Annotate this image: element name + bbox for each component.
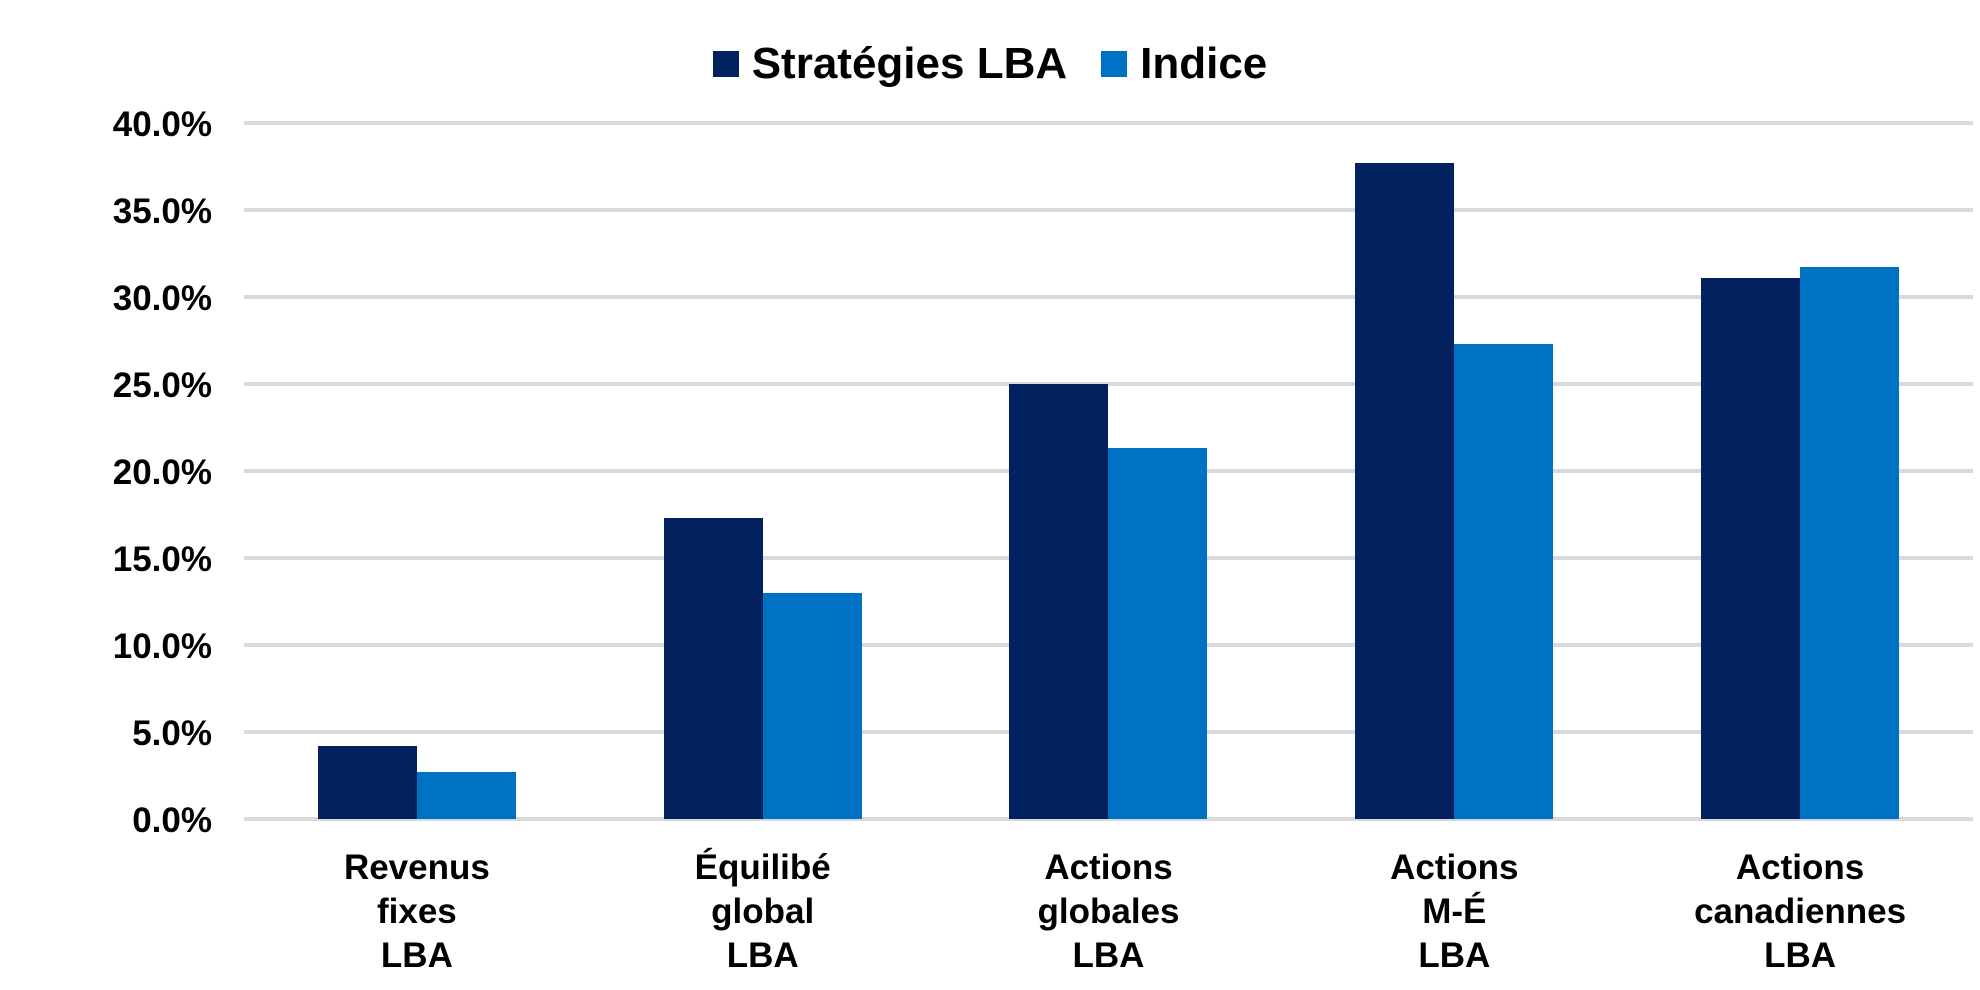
gridline	[244, 208, 1973, 212]
legend-label: Indice	[1140, 39, 1268, 88]
legend-swatch-icon	[1101, 51, 1128, 77]
gridline	[244, 121, 1973, 125]
bar-strategies-lba-equilibe-global-lba	[663, 518, 763, 819]
x-axis-category-label: Actions M-É LBA	[1390, 848, 1519, 975]
bar-strategies-lba-revenus-fixes-lba	[317, 746, 417, 819]
bar-indice-equilibe-global-lba	[762, 593, 862, 819]
legend-item-strategies-lba: Stratégies LBA	[712, 39, 1068, 88]
x-axis: Revenus fixes LBA Équilibé global LBA Acti…	[244, 846, 1973, 978]
y-axis-tick-label: 20.0%	[112, 453, 212, 492]
bar-group-revenus-fixes-lba	[244, 123, 590, 819]
bar-group-equilibe-global-lba	[590, 123, 936, 819]
gridline	[244, 382, 1973, 386]
legend-swatch-icon	[712, 51, 739, 77]
y-axis-tick-label: 25.0%	[112, 366, 212, 405]
bar-group-actions-globales-lba	[936, 123, 1282, 819]
bar-strategies-lba-actions-globales-lba	[1009, 384, 1109, 819]
bar-group-actions-m-e-lba	[1281, 123, 1627, 819]
chart-legend: Stratégies LBA Indice	[0, 42, 1980, 86]
legend-item-indice: Indice	[1101, 42, 1267, 86]
bar-indice-revenus-fixes-lba	[416, 772, 516, 819]
y-axis-tick-label: 40.0%	[112, 105, 212, 144]
y-axis-tick-label: 0.0%	[132, 801, 212, 840]
bar-group-actions-canadiennes-lba	[1627, 123, 1973, 819]
x-axis-category-label: Équilibé global LBA	[694, 848, 831, 975]
legend-label: Stratégies LBA	[751, 39, 1068, 88]
y-axis-tick-label: 35.0%	[112, 192, 212, 231]
gridline	[244, 817, 1973, 821]
gridline	[244, 295, 1973, 299]
x-axis-category-label: Actions canadiennes LBA	[1694, 848, 1907, 975]
y-axis-tick-label: 5.0%	[132, 714, 212, 753]
y-axis-tick-label: 10.0%	[112, 627, 212, 666]
y-axis: 0.0% 5.0% 10.0% 15.0% 20.0% 25.0% 30.0% 35.0% 40…	[0, 105, 212, 840]
bar-groups	[244, 123, 1973, 819]
y-axis-tick-label: 30.0%	[112, 279, 212, 318]
x-axis-category-label: Actions globales LBA	[1037, 848, 1180, 975]
plot-area	[244, 121, 1973, 821]
bar-indice-actions-globales-lba	[1108, 448, 1208, 819]
bar-indice-actions-m-e-lba	[1454, 344, 1554, 819]
x-axis-category-label: Revenus fixes LBA	[343, 848, 490, 975]
bar-strategies-lba-actions-canadiennes-lba	[1701, 278, 1801, 819]
bar-strategies-lba-actions-m-e-lba	[1355, 163, 1455, 819]
y-axis-tick-label: 15.0%	[112, 540, 212, 579]
bar-indice-actions-canadiennes-lba	[1800, 267, 1900, 819]
